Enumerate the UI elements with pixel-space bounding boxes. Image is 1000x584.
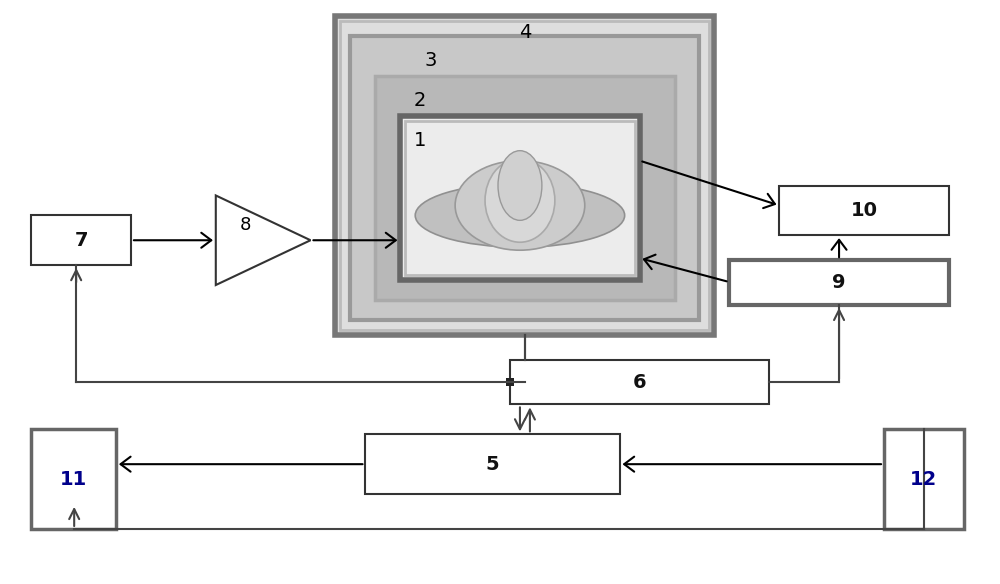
Bar bbox=[510, 360, 769, 405]
Polygon shape bbox=[216, 196, 311, 285]
Text: 3: 3 bbox=[424, 51, 436, 70]
Bar bbox=[335, 16, 714, 335]
Text: 7: 7 bbox=[74, 231, 88, 250]
Text: 10: 10 bbox=[850, 201, 877, 220]
Text: 4: 4 bbox=[519, 23, 531, 42]
Bar bbox=[365, 434, 620, 494]
Ellipse shape bbox=[485, 159, 555, 242]
Text: 12: 12 bbox=[910, 470, 937, 489]
Bar bbox=[400, 116, 640, 280]
Text: 5: 5 bbox=[486, 455, 499, 474]
Bar bbox=[506, 378, 514, 385]
Bar bbox=[350, 36, 699, 320]
Ellipse shape bbox=[415, 183, 625, 247]
Text: 6: 6 bbox=[633, 373, 646, 391]
Bar bbox=[405, 121, 635, 275]
Bar bbox=[375, 76, 675, 300]
Ellipse shape bbox=[455, 161, 585, 250]
Text: 8: 8 bbox=[240, 216, 251, 234]
Bar bbox=[31, 215, 131, 265]
Bar bbox=[340, 21, 709, 330]
Bar bbox=[729, 260, 949, 305]
Text: 1: 1 bbox=[414, 131, 426, 150]
Ellipse shape bbox=[498, 151, 542, 220]
Bar bbox=[779, 186, 949, 235]
Text: 11: 11 bbox=[60, 470, 87, 489]
Bar bbox=[884, 429, 964, 529]
Text: 9: 9 bbox=[832, 273, 846, 292]
Text: 2: 2 bbox=[414, 91, 426, 110]
Bar bbox=[31, 429, 116, 529]
